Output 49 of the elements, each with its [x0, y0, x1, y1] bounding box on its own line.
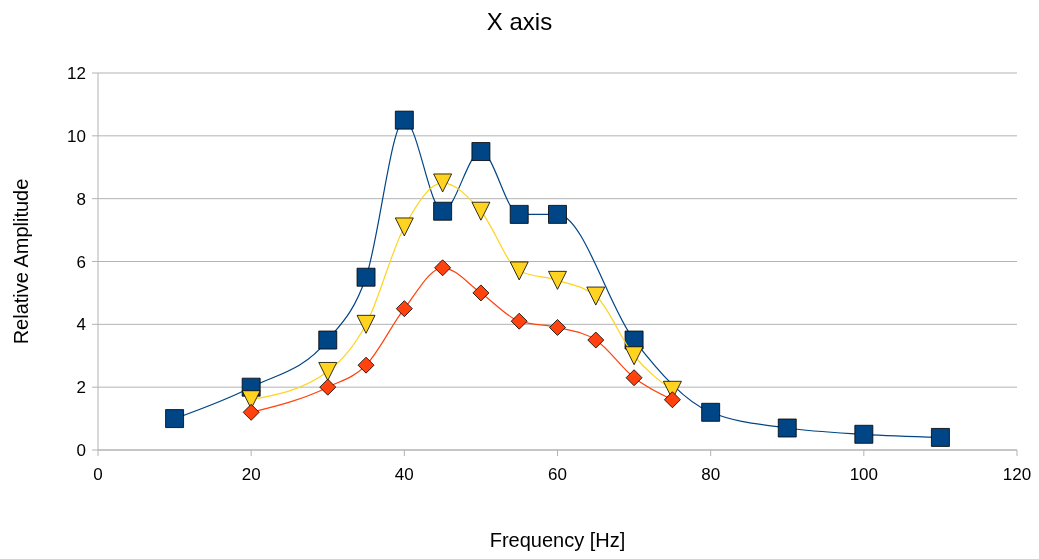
x-tick-label: 20 [241, 465, 261, 484]
point [471, 142, 491, 161]
point [165, 409, 184, 428]
x-tick-label: 80 [701, 465, 721, 484]
point [319, 378, 337, 396]
x-tick-label: 0 [93, 465, 103, 484]
point [510, 312, 528, 330]
y-axis-title: Relative Amplitude [10, 178, 32, 345]
point [549, 319, 566, 336]
point [433, 173, 453, 193]
point [854, 424, 874, 444]
point [318, 330, 338, 350]
point [509, 204, 529, 224]
point [548, 204, 567, 224]
point [777, 418, 797, 438]
point [433, 201, 453, 221]
point [356, 267, 376, 287]
point [548, 270, 567, 290]
point [394, 217, 414, 237]
y-tick-label: 10 [67, 126, 86, 146]
y-tick-label: 4 [76, 315, 86, 335]
point [663, 391, 681, 409]
x-tick-label: 40 [394, 465, 414, 484]
point [434, 259, 452, 277]
x-tick-label: 120 [1002, 465, 1032, 484]
x-tick-label: 100 [849, 465, 879, 484]
point [625, 369, 643, 387]
point [701, 402, 721, 422]
y-tick-label: 6 [76, 252, 86, 272]
x-axis-title: Frequency [Hz] [489, 529, 626, 551]
point [394, 110, 414, 130]
point [242, 403, 260, 421]
point [395, 300, 413, 318]
point [586, 286, 606, 306]
chart-title: X axis [486, 8, 553, 35]
point [472, 284, 490, 302]
point [931, 428, 950, 447]
point [356, 314, 376, 334]
point [357, 356, 375, 374]
y-tick-label: 0 [76, 441, 86, 460]
y-tick-label: 2 [76, 378, 86, 398]
point [471, 201, 491, 221]
point [587, 331, 605, 349]
x-tick-label: 60 [548, 465, 567, 484]
y-tick-label: 8 [76, 189, 86, 209]
point [624, 346, 644, 366]
point [318, 362, 338, 381]
point [509, 261, 529, 281]
y-tick-label: 12 [67, 64, 86, 83]
